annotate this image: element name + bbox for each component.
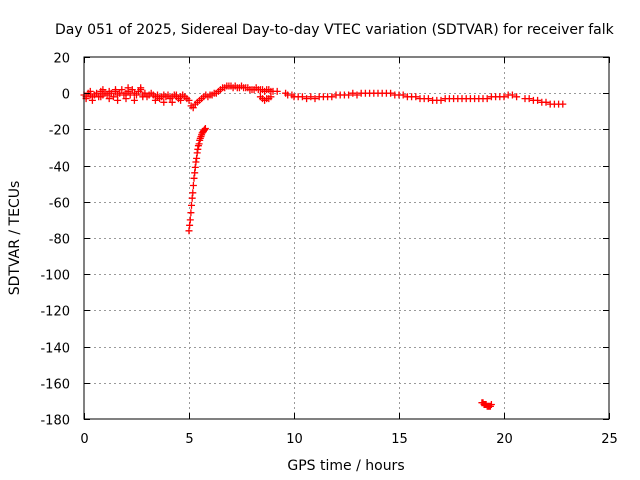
data-point [559,100,567,108]
y-tick-label: -140 [40,342,70,357]
data-point [114,96,122,104]
chart-title: Day 051 of 2025, Sidereal Day-to-day VTE… [55,22,615,38]
data-point [124,84,132,92]
data-point [105,95,113,103]
data-point [116,89,124,97]
x-tick-label: 0 [80,432,88,447]
data-point [99,86,107,94]
data-point [500,93,508,101]
data-point [525,95,533,103]
data-point [513,93,521,101]
data-point [103,91,111,99]
data-point [542,98,550,106]
data-point [534,96,542,104]
data-point [109,93,117,101]
data-point [160,98,168,106]
data-point [186,221,194,229]
x-tick-label: 15 [391,432,408,447]
axis-ticks: 0 5 10 15 20 25 20 0 -20 -40 -60 -80 -100 -120 -140 -16… [40,52,617,448]
data-point [345,91,353,99]
data-point [107,89,115,97]
y-tick-label: -60 [49,197,70,212]
data-point [273,87,281,95]
data-point [130,96,138,104]
data-point [387,89,395,97]
y-tick-label: -20 [49,124,70,139]
data-point [168,98,176,106]
data-point [139,93,147,101]
data-point [307,93,315,101]
data-point [303,95,311,103]
data-point [97,93,105,101]
data-point [508,91,516,99]
x-tick-label: 10 [286,432,303,447]
x-tick-label: 20 [496,432,513,447]
data-point [141,89,149,97]
data-point [487,401,495,408]
grid-lines [84,57,609,419]
data-point [118,86,126,94]
data-point [267,93,275,101]
data-point [190,174,198,182]
y-tick-label: -120 [40,305,70,320]
data-point [187,209,195,217]
data-point [189,189,197,197]
data-point [86,87,94,95]
data-point [399,91,407,99]
data-point [188,201,195,209]
data-point [185,96,193,104]
y-tick-label: -180 [40,414,70,429]
data-markers [80,82,567,410]
data-point [133,91,140,99]
data-point [122,95,130,103]
data-point [192,158,200,166]
y-tick-label: -160 [40,378,70,393]
data-point [189,182,197,189]
data-point [189,104,197,112]
data-point [154,93,161,101]
data-point [137,86,145,94]
data-point [298,93,306,101]
data-point [483,95,491,103]
data-point [353,91,361,99]
data-point [112,86,119,94]
x-tick-label: 5 [185,432,193,447]
data-point [151,96,159,104]
data-point [186,216,194,224]
data-point [164,91,172,99]
data-point [172,91,180,99]
data-point [128,86,136,94]
x-tick-label: 25 [601,432,618,447]
data-point [311,95,319,103]
data-point [328,93,336,101]
data-point [437,96,445,104]
x-axis-label: GPS time / hours [287,458,404,474]
data-point [201,125,209,132]
data-point [177,96,185,104]
data-point [424,95,432,103]
y-tick-label: 0 [62,88,70,103]
data-point [349,89,357,97]
data-point [93,89,101,97]
y-tick-label: 20 [53,52,70,67]
y-tick-label: -80 [49,233,70,248]
y-tick-label: -100 [40,269,70,284]
y-axis-label: SDTVAR / TECUs [7,181,23,296]
data-point [88,96,96,104]
data-point [126,91,134,99]
data-point [412,93,420,101]
y-tick-label: -40 [49,161,70,176]
